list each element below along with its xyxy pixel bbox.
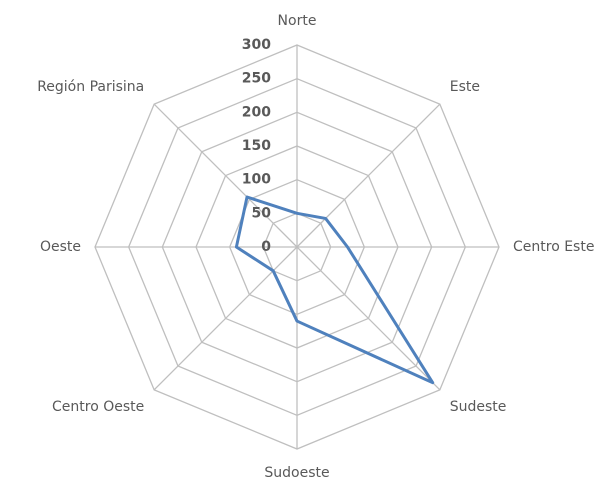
axis-line (296, 103, 441, 248)
y-tick-label: 200 (242, 104, 271, 120)
y-tick-label: 100 (242, 172, 271, 188)
axis-line (153, 103, 298, 248)
y-tick-label: 150 (242, 138, 271, 154)
category-label: Norte (278, 13, 317, 29)
category-label: Este (450, 79, 480, 95)
series-line (234, 195, 435, 385)
y-tick-label: 250 (242, 71, 271, 87)
y-tick-label: 300 (242, 37, 271, 53)
axis-line (296, 246, 441, 391)
category-label: Sudeste (450, 399, 507, 415)
category-label: Sudoeste (264, 465, 329, 481)
category-label: Centro Oeste (52, 399, 144, 415)
y-tick-label: 0 (261, 239, 271, 255)
category-label: Centro Este (513, 239, 594, 255)
y-tick-label: 50 (252, 205, 272, 221)
category-label: Región Parisina (37, 79, 144, 95)
axis-line (153, 246, 298, 391)
category-label: Oeste (40, 239, 81, 255)
